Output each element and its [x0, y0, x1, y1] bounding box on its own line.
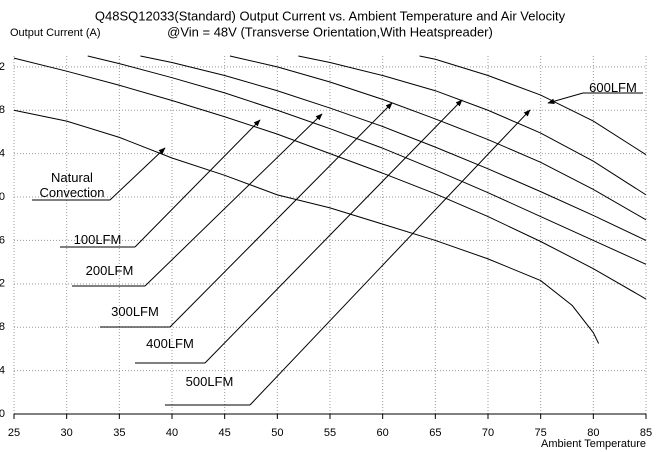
- x-tick-label: 45: [219, 427, 231, 439]
- x-tick-label: 40: [166, 427, 178, 439]
- x-axis-label: Ambient Temperature: [541, 438, 646, 450]
- series-line: [87, 55, 647, 265]
- label-arrow: [547, 92, 584, 104]
- x-tick-label: 65: [429, 427, 441, 439]
- y-tick-label: 8: [0, 321, 5, 333]
- series-label: 100LFM: [73, 232, 122, 247]
- y-tick-label: 16: [0, 234, 5, 246]
- x-tick-label: 35: [113, 427, 125, 439]
- chart-subtitle: @Vin = 48V (Transverse Orientation,With …: [167, 24, 493, 39]
- series-line: [13, 109, 600, 344]
- label-arrow: [144, 113, 323, 287]
- label-arrow: [204, 99, 463, 364]
- x-tick-label: 70: [482, 427, 494, 439]
- y-tick-label: 24: [0, 148, 5, 160]
- x-tick-label: 55: [324, 427, 336, 439]
- label-arrow: [169, 102, 393, 328]
- series-label: Natural Convection: [39, 170, 105, 200]
- y-tick-label: 12: [0, 278, 5, 290]
- series-label: 500LFM: [185, 374, 234, 389]
- label-arrow: [249, 109, 531, 406]
- y-tick-label: 20: [0, 191, 5, 203]
- series-line: [419, 55, 647, 156]
- y-tick-label: 32: [0, 61, 5, 73]
- series-line: [298, 55, 647, 196]
- x-tick-label: 85: [640, 427, 652, 439]
- y-tick-label: 4: [0, 365, 5, 377]
- chart-title: Q48SQ12033(Standard) Output Current vs. …: [95, 8, 566, 23]
- y-tick-label: 28: [0, 104, 5, 116]
- x-tick-label: 30: [61, 427, 73, 439]
- series-label: 400LFM: [146, 336, 194, 351]
- series-label: 300LFM: [111, 304, 159, 319]
- x-tick-label: 60: [377, 427, 389, 439]
- x-tick-label: 80: [587, 427, 599, 439]
- y-tick-label: 0: [0, 408, 5, 420]
- series-line: [229, 55, 647, 221]
- y-axis-label: Output Current (A): [10, 27, 100, 39]
- series-line: [13, 57, 647, 300]
- series-label: 200LFM: [85, 263, 134, 278]
- label-arrow: [109, 147, 166, 201]
- x-tick-label: 25: [8, 427, 20, 439]
- x-tick-label: 50: [271, 427, 283, 439]
- series-line: [140, 55, 647, 241]
- series-label: 600LFM: [589, 80, 637, 95]
- x-tick-label: 75: [535, 427, 547, 439]
- label-arrow: [134, 119, 261, 248]
